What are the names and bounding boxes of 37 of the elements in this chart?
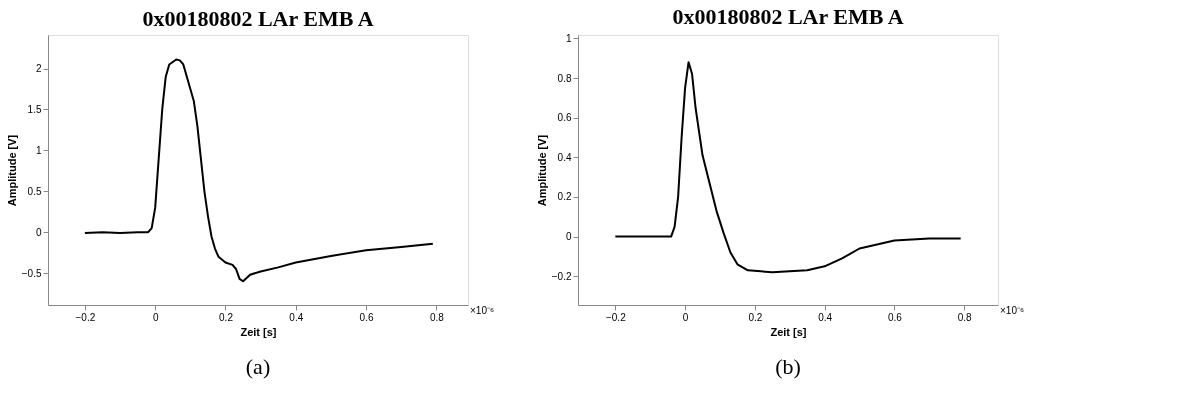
y-tick-label: 0 xyxy=(565,231,572,243)
chart-title: 0x00180802 LAr EMB A xyxy=(672,4,904,30)
x-tick-label: 0.4 xyxy=(289,311,304,323)
y-tick-label: 0 xyxy=(35,226,42,238)
y-tick-label: 1 xyxy=(565,32,572,44)
y-tick-label: 0.4 xyxy=(557,151,572,163)
x-tick-label: 0.8 xyxy=(957,311,973,323)
y-tick-label: 1 xyxy=(35,144,42,156)
text: ×10⁻⁶ xyxy=(470,305,495,316)
y-tick-label: 0.8 xyxy=(557,72,572,84)
chart-title: 0x00180802 LAr EMB A xyxy=(142,6,374,31)
y-tick-label: −0.2 xyxy=(551,270,572,282)
text: ×10⁻⁶ xyxy=(1000,305,1025,316)
x-tick-label: −0.2 xyxy=(75,311,96,323)
y-tick-label: 0.2 xyxy=(557,191,572,203)
line-series xyxy=(614,61,962,274)
x-tick-label: −0.2 xyxy=(605,311,627,323)
x-tick-label: 0.8 xyxy=(429,311,445,323)
x-tick-label: 0 xyxy=(152,311,159,323)
y-tick-label: 0.6 xyxy=(557,112,572,124)
y-tick-label: 0.5 xyxy=(27,185,42,197)
x-tick-label: 0.6 xyxy=(887,311,903,323)
x-tick-label: 0.2 xyxy=(219,311,234,323)
x-tick-label: 0.6 xyxy=(359,311,374,323)
x-tick-label: 0 xyxy=(682,311,689,323)
x-axis-title: Zeit [s] xyxy=(770,325,807,338)
text: (b) xyxy=(775,354,801,379)
text: (a) xyxy=(245,354,271,379)
x-axis-title: Zeit [s] xyxy=(240,325,277,338)
y-tick-label: −0.5 xyxy=(21,267,42,279)
x-tick-label: 0.2 xyxy=(748,311,763,323)
x-tick-label: 0.4 xyxy=(818,311,833,323)
line-series xyxy=(83,58,434,283)
y-axis-title: Amplitude [V] xyxy=(5,134,18,207)
y-axis-title: Amplitude [V] xyxy=(535,134,548,207)
y-tick-label: 1.5 xyxy=(27,103,42,115)
y-tick-label: 2 xyxy=(35,63,42,75)
